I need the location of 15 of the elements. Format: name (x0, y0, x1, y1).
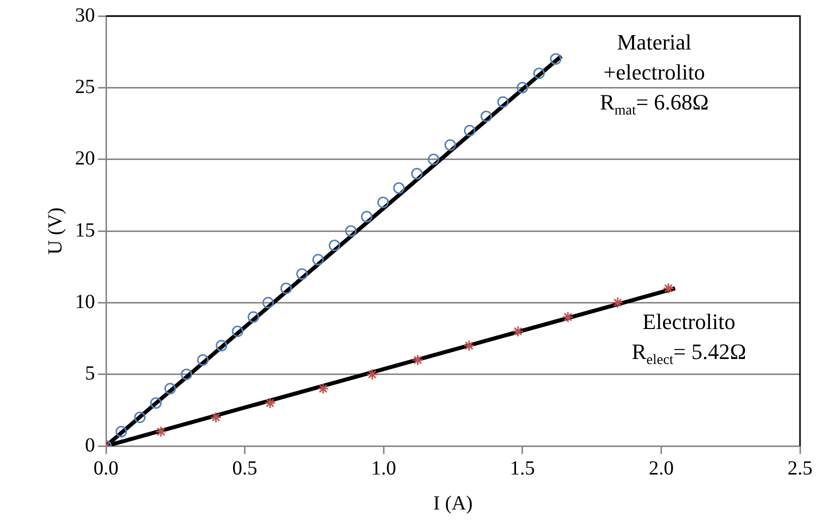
y-tick-label: 30 (75, 4, 95, 26)
y-tick-label: 0 (85, 434, 95, 456)
x-tick-label: 0.0 (94, 457, 118, 480)
x-tick-label: 2.0 (648, 457, 674, 480)
x-tick-label: 1.0 (371, 457, 396, 480)
y-tick-label: 25 (75, 76, 95, 98)
x-tick-label: 1.5 (510, 457, 535, 480)
x-tick-label: 2.5 (788, 457, 812, 480)
x-tick-label: 0.5 (232, 457, 258, 480)
y-tick-label: 5 (85, 362, 95, 385)
y-tick-label: 15 (75, 219, 95, 242)
x-axis-title: I (A) (433, 492, 473, 514)
y-axis-title: U (V) (44, 207, 66, 255)
y-tick-label: 20 (75, 148, 95, 170)
y-tick-label: 10 (75, 290, 95, 313)
